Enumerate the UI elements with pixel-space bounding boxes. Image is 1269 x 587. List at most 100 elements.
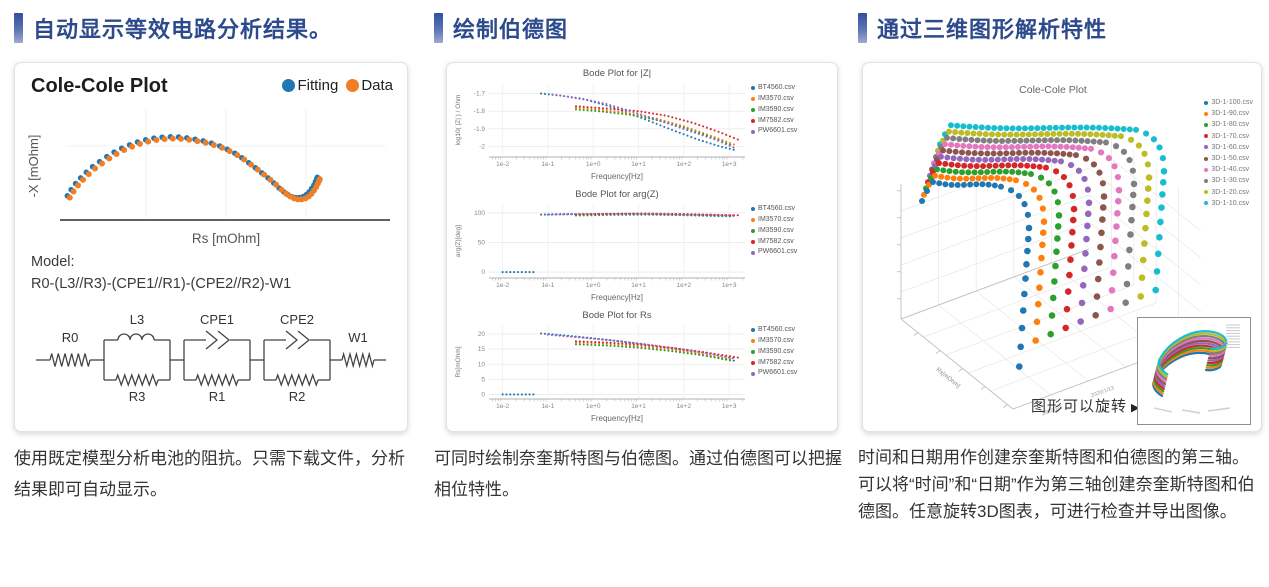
series-name: 3D-1-10.csv bbox=[1211, 199, 1250, 207]
series-name: IM3570.csv bbox=[758, 336, 794, 344]
svg-text:Rs[mOhm]: Rs[mOhm] bbox=[455, 346, 462, 377]
series-name: BT4560.csv bbox=[758, 84, 795, 91]
svg-text:log10( |Z| ) / Ohm: log10( |Z| ) / Ohm bbox=[455, 95, 462, 146]
cole-legend: Fitting Data bbox=[282, 77, 393, 94]
svg-text:Cole-Cole Plot: Cole-Cole Plot bbox=[1019, 84, 1087, 96]
svg-text:15: 15 bbox=[478, 346, 486, 353]
cole-cole-scatter-plot: -X [mOhm] Rs [mOhm] bbox=[26, 108, 390, 246]
svg-text:-1.8: -1.8 bbox=[474, 108, 486, 115]
series-name: IM3570.csv bbox=[758, 94, 794, 102]
svg-text:R3: R3 bbox=[129, 389, 146, 404]
bode-plot-z: Bode Plot for |Z| -1.7 -1.8 -1.9 -2 1e-2 1e-1 1… bbox=[455, 68, 745, 181]
caption-right-p1: 时间和日期用作创建奈奎斯特图和伯德图的第三轴。 bbox=[858, 448, 1249, 467]
bode-series-PW6601.csv bbox=[551, 93, 735, 149]
series-name: PW6601.csv bbox=[758, 248, 798, 256]
legend-item: IM3590.csv bbox=[751, 105, 835, 116]
cole3d-scatter-plot[interactable]: Cole-Cole PlotRs[mOhm]2020/1/32020/1/132… bbox=[863, 67, 1259, 419]
series-name: IM3590.csv bbox=[758, 105, 794, 113]
series-name: BT4560.csv bbox=[758, 205, 795, 212]
bode-series-BT4560.csv bbox=[501, 213, 735, 274]
caption-right-p2: 可以将“时间”和“日期”作为第三轴创建奈奎斯特图和伯德图。任意旋转3D图表，可进… bbox=[858, 475, 1255, 522]
page-title-left: 自动显示等效电路分析结果。 bbox=[33, 17, 333, 42]
rotate-hint: 图形可以旋转 ▶ bbox=[1031, 395, 1140, 416]
bode-series-IM3590.csv bbox=[574, 343, 732, 362]
series-swatch-icon bbox=[751, 350, 755, 355]
legend-item: 3D-1-30.csv bbox=[1204, 175, 1253, 186]
svg-text:1e+0: 1e+0 bbox=[586, 403, 601, 410]
svg-text:0: 0 bbox=[481, 269, 485, 276]
legend-item: 3D-1-40.csv bbox=[1204, 164, 1253, 175]
rotated-view-inset bbox=[1137, 317, 1251, 425]
series-name: IM7582.csv bbox=[758, 116, 794, 124]
heading-accent-bar bbox=[14, 13, 23, 43]
legend-item: BT4560.csv bbox=[751, 204, 835, 215]
legend-item: 3D-1-70.csv bbox=[1204, 131, 1253, 142]
series-swatch-icon bbox=[1204, 122, 1209, 127]
cole3d-series-3D-1-20.csv bbox=[935, 128, 1153, 300]
legend-item: IM3590.csv bbox=[751, 226, 835, 237]
svg-text:Bode Plot for |Z|: Bode Plot for |Z| bbox=[583, 68, 651, 79]
svg-text:Frequency[Hz]: Frequency[Hz] bbox=[591, 414, 643, 423]
legend-item-data: Data bbox=[346, 77, 393, 94]
bode-legend-arg: BT4560.csv IM3570.csv IM3590.csv IM7582.csv… bbox=[751, 188, 835, 309]
bode-plot-rs: Bode Plot for Rs 20 15 10 5 0 1e-2 1e-1 1e+0 1e+1… bbox=[455, 310, 745, 423]
heading-accent-bar bbox=[434, 13, 443, 43]
svg-text:L3: L3 bbox=[130, 312, 144, 327]
equivalent-circuit-diagram: R0 L3 R3 CPE1 R1 CPE2 R2 W1 bbox=[36, 312, 386, 404]
series-swatch-icon bbox=[751, 218, 755, 223]
series-name: IM3570.csv bbox=[758, 215, 794, 223]
data-swatch-icon bbox=[346, 79, 360, 92]
series-name: IM7582.csv bbox=[758, 237, 794, 245]
model-formula: R0-(L3//R3)-(CPE1//R1)-(CPE2//R2)-W1 bbox=[31, 275, 292, 292]
rotated-view-thumbnail bbox=[1152, 324, 1240, 414]
series-swatch-icon bbox=[751, 86, 755, 91]
legend-item: 3D-1-90.csv bbox=[1204, 108, 1253, 119]
svg-text:1e+2: 1e+2 bbox=[677, 403, 692, 410]
data-series bbox=[66, 135, 323, 203]
series-name: 3D-1-30.csv bbox=[1211, 177, 1250, 185]
series-swatch-icon bbox=[1204, 167, 1209, 172]
rotate-hint-label: 图形可以旋转 bbox=[1031, 398, 1128, 415]
model-label: Model: bbox=[31, 254, 75, 270]
bode-series-IM7582.csv bbox=[574, 340, 739, 359]
cole-plot-title: Cole-Cole Plot bbox=[31, 75, 168, 97]
series-name: 3D-1-70.csv bbox=[1211, 132, 1250, 140]
legend-item: IM7582.csv bbox=[751, 237, 835, 248]
svg-text:arg(Z)[deg]: arg(Z)[deg] bbox=[455, 225, 462, 257]
svg-text:1e+2: 1e+2 bbox=[677, 161, 692, 168]
bode-row-rs: Bode Plot for Rs 20 15 10 5 0 1e-2 1e-1 1e+0 1e+1… bbox=[451, 309, 837, 430]
cole3d-series-3D-1-60.csv bbox=[927, 153, 1093, 325]
cole-cole-card: Cole-Cole Plot Fitting Data -X [mOhm] Rs … bbox=[14, 62, 408, 432]
legend-item: IM7582.csv bbox=[751, 358, 835, 369]
page-title-right: 通过三维图形解析特性 bbox=[877, 17, 1108, 42]
legend-item: 3D-1-10.csv bbox=[1204, 198, 1253, 209]
series-name: 3D-1-80.csv bbox=[1211, 121, 1250, 129]
series-swatch-icon bbox=[751, 108, 755, 113]
cole3d-series-3D-1-40.csv bbox=[931, 141, 1123, 313]
svg-text:W1: W1 bbox=[348, 330, 368, 345]
svg-text:CPE2: CPE2 bbox=[280, 312, 314, 327]
svg-text:1e-1: 1e-1 bbox=[541, 161, 554, 168]
model-block: Model: R0-(L3//R3)-(CPE1//R1)-(CPE2//R2)… bbox=[15, 250, 407, 296]
bode-card: Bode Plot for |Z| -1.7 -1.8 -1.9 -2 1e-2 1e-1 1… bbox=[446, 62, 838, 432]
series-swatch-icon bbox=[751, 207, 755, 212]
legend-item: BT4560.csv bbox=[751, 325, 835, 336]
bode-legend-z: BT4560.csv IM3570.csv IM3590.csv IM7582.csv… bbox=[751, 67, 835, 188]
series-swatch-icon bbox=[751, 118, 755, 123]
legend-item: IM3570.csv bbox=[751, 94, 835, 105]
svg-text:Rs[mOhm]: Rs[mOhm] bbox=[935, 367, 961, 390]
series-name: 3D-1-40.csv bbox=[1211, 166, 1250, 174]
cole3d-series-3D-1-80.csv bbox=[923, 166, 1063, 338]
legend-item: 3D-1-80.csv bbox=[1204, 119, 1253, 130]
svg-text:1e-1: 1e-1 bbox=[541, 403, 554, 410]
caption-left: 使用既定模型分析电池的阻抗。只需下载文件，分析结果即可自动显示。 bbox=[14, 449, 405, 499]
series-swatch-icon bbox=[751, 250, 755, 255]
svg-text:Frequency[Hz]: Frequency[Hz] bbox=[591, 172, 643, 181]
svg-text:Bode Plot for arg(Z): Bode Plot for arg(Z) bbox=[575, 189, 658, 200]
series-swatch-icon bbox=[1204, 100, 1209, 105]
series-name: 3D-1-90.csv bbox=[1211, 110, 1250, 118]
cole3d-series-3D-1-50.csv bbox=[929, 147, 1108, 319]
cole3d-series-3D-1-10.csv bbox=[937, 122, 1168, 294]
svg-text:-X [mOhm]: -X [mOhm] bbox=[26, 135, 41, 198]
legend-item: BT4560.csv bbox=[751, 83, 835, 94]
